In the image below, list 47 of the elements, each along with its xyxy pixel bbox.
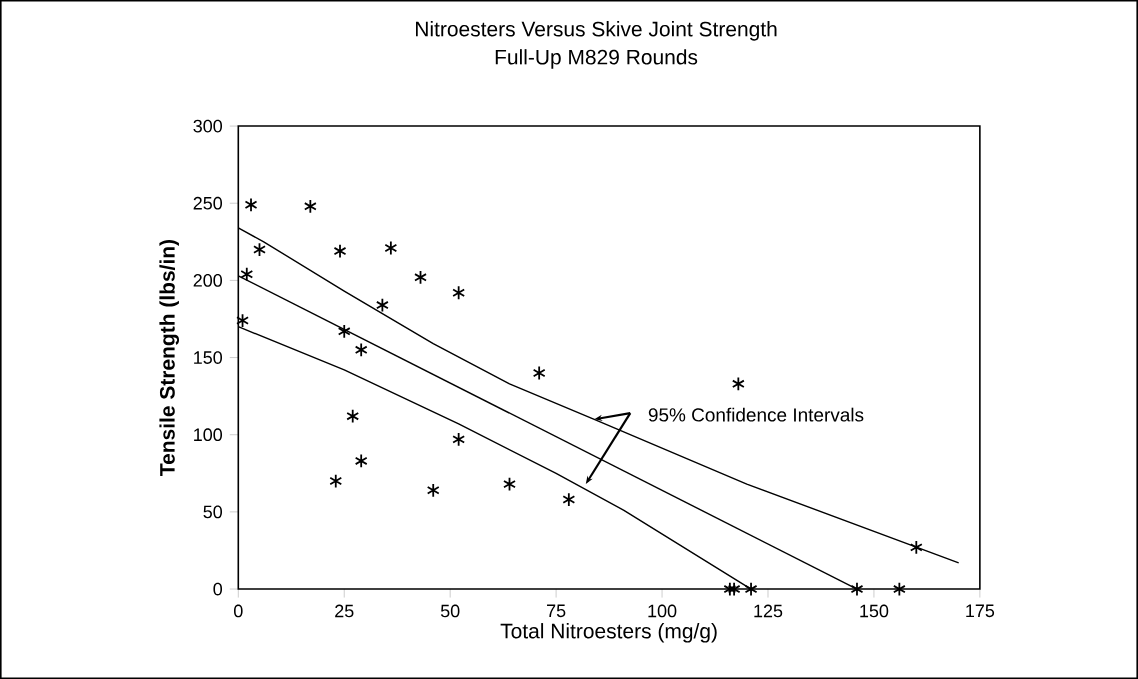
x-axis-title: Total Nitroesters (mg/g) — [500, 623, 717, 643]
x-tick-label: 50 — [440, 604, 460, 618]
point — [354, 453, 368, 469]
point — [452, 285, 466, 301]
point — [850, 581, 864, 597]
point — [414, 270, 427, 285]
point — [892, 581, 906, 597]
point — [329, 473, 343, 489]
point — [337, 324, 351, 339]
point — [452, 432, 466, 447]
point — [503, 476, 516, 492]
x-tick-label: 150 — [860, 604, 889, 618]
y-tick-label: 300 — [193, 119, 223, 133]
x-tick-label: 100 — [648, 604, 677, 618]
y-tick-label: 100 — [194, 428, 223, 442]
point — [426, 482, 440, 498]
x-tick-label: 175 — [966, 604, 995, 618]
point — [375, 297, 389, 313]
chart-title: Nitroesters Versus Skive Joint Strength — [416, 21, 777, 41]
x-tick-label: 0 — [234, 604, 243, 618]
point — [723, 581, 737, 597]
point — [731, 376, 745, 392]
point — [244, 197, 258, 213]
y-tick-label: 50 — [203, 505, 223, 519]
y-axis-title: Tensile Strength (lbs/in) — [159, 239, 180, 476]
x-tick-label: 75 — [547, 604, 566, 618]
annotation: 95% Confidence Intervals — [648, 407, 864, 422]
point — [384, 240, 398, 256]
point — [303, 199, 317, 214]
point — [744, 581, 758, 597]
point — [532, 365, 546, 381]
point — [236, 313, 249, 328]
point — [562, 492, 576, 507]
point — [727, 581, 741, 597]
point — [333, 243, 347, 259]
y-tick-label: 250 — [193, 196, 223, 210]
chart-subtitle: Full-Up M829 Rounds — [495, 49, 698, 69]
point — [909, 540, 923, 555]
y-tick-label: 200 — [193, 274, 223, 287]
point — [253, 242, 266, 257]
x-tick-label: 25 — [335, 604, 354, 618]
y-tick-label: 150 — [194, 351, 223, 364]
y-tick-label: 0 — [213, 582, 223, 596]
x-tick-label: 125 — [754, 604, 783, 618]
point — [354, 342, 368, 358]
point — [346, 408, 360, 424]
point — [240, 266, 254, 282]
